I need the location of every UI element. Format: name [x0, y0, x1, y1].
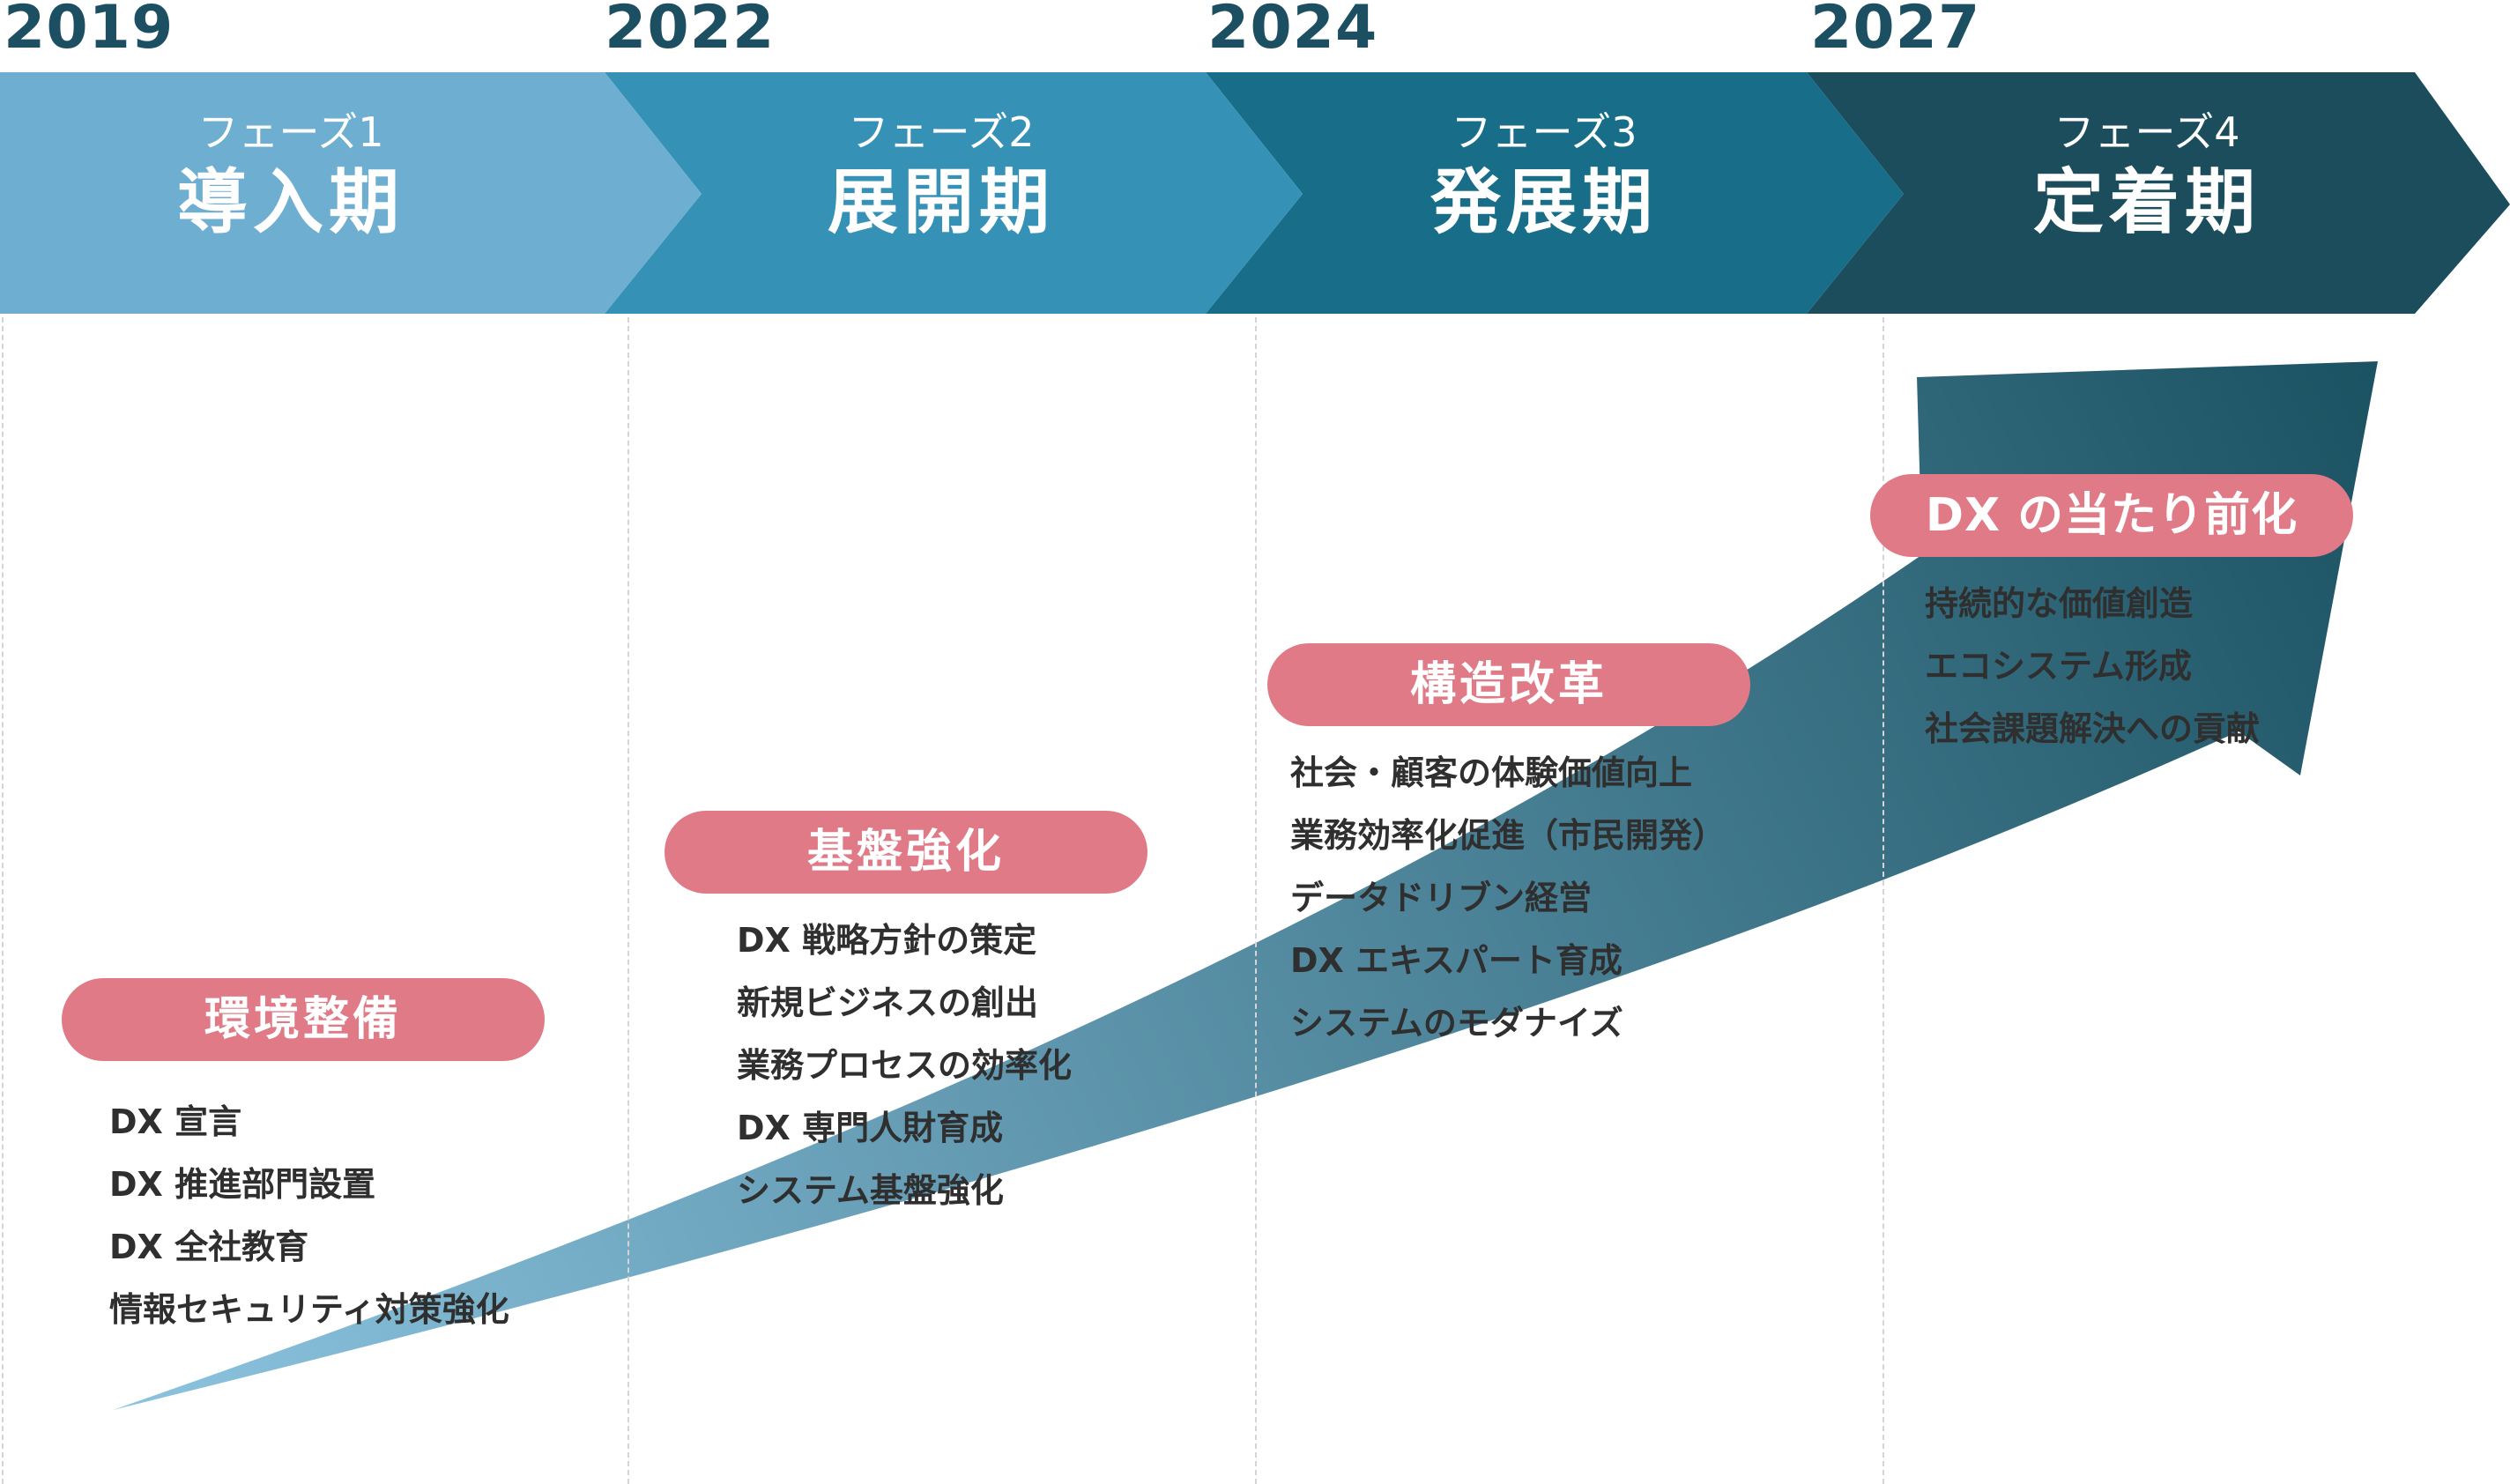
year-divider-2027 [1882, 317, 1884, 1484]
list-item: DX 戦略方針の策定 [737, 921, 1037, 960]
phase-label: フェーズ2 [848, 108, 1035, 156]
phase-label: フェーズ4 [2053, 108, 2240, 156]
list-item: 社会課題解決への貢献 [1925, 709, 2261, 748]
list-item: 新規ビジネスの創出 [737, 983, 1039, 1022]
phase-header: フェーズ3 発展期 [1350, 106, 1738, 247]
phase-header: フェーズ2 展開期 [747, 106, 1135, 247]
list-item: 業務効率化促進（市民開発） [1290, 816, 1727, 855]
phase-title: 発展期 [1430, 161, 1658, 243]
phase-2-chevron [605, 72, 1303, 314]
phase-goal-badge: 環境整備 [62, 978, 545, 1061]
phase-label: フェーズ1 [197, 108, 384, 156]
year-label: 2022 [605, 0, 776, 63]
list-item: DX 宣言 [109, 1102, 242, 1141]
list-item: 情報セキュリティ対策強化 [109, 1290, 509, 1329]
phase-3-chevron [1206, 72, 1904, 314]
list-item: DX エキスパート育成 [1290, 941, 1623, 980]
list-item: データドリブン経営 [1290, 879, 1593, 917]
phase-title: 導入期 [177, 161, 405, 243]
phase-title: 定着期 [2033, 161, 2261, 243]
year-label: 2024 [1207, 0, 1378, 63]
phase-header: フェーズ1 導入期 [97, 106, 485, 247]
year-label: 2019 [4, 0, 175, 63]
phase-label: フェーズ3 [1451, 108, 1637, 156]
list-item: システム基盤強化 [737, 1171, 1004, 1210]
list-item: 社会・顧客の体験価値向上 [1290, 753, 1693, 792]
phase-2-item-list: DX 戦略方針の策定 新規ビジネスの創出 業務プロセスの効率化 DX 専門人財育… [737, 909, 1072, 1222]
phase-goal-badge: 構造改革 [1267, 643, 1750, 726]
phase-4-item-list: 持続的な価値創造 エコシステム形成 社会課題解決への貢献 [1925, 573, 2260, 761]
year-divider-2019 [2, 317, 4, 1484]
list-item: エコシステム形成 [1925, 647, 2192, 686]
list-item: DX 推進部門設置 [109, 1165, 376, 1204]
phase-goal-badge: DX の当たり前化 [1870, 474, 2353, 557]
list-item: 持続的な価値創造 [1925, 584, 2194, 623]
phase-1-chevron [0, 72, 702, 314]
year-divider-2022 [628, 317, 629, 1484]
list-item: DX 専門人財育成 [737, 1109, 1004, 1147]
year-label: 2027 [1810, 0, 1981, 63]
phase-1-item-list: DX 宣言 DX 推進部門設置 DX 全社教育 情報セキュリティ対策強化 [109, 1091, 509, 1341]
growth-arrow [113, 361, 2378, 1410]
phase-3-item-list: 社会・顧客の体験価値向上 業務効率化促進（市民開発） データドリブン経営 DX … [1290, 742, 1726, 1055]
phase-header: フェーズ4 定着期 [1953, 106, 2341, 247]
list-item: DX 全社教育 [109, 1228, 309, 1266]
phase-goal-badge: 基盤強化 [665, 811, 1147, 894]
year-divider-2024 [1255, 317, 1257, 1484]
list-item: 業務プロセスの効率化 [737, 1046, 1073, 1085]
list-item: システムのモダナイズ [1290, 1004, 1623, 1043]
phase-title: 展開期 [828, 161, 1055, 243]
phase-4-chevron [1807, 72, 2510, 314]
